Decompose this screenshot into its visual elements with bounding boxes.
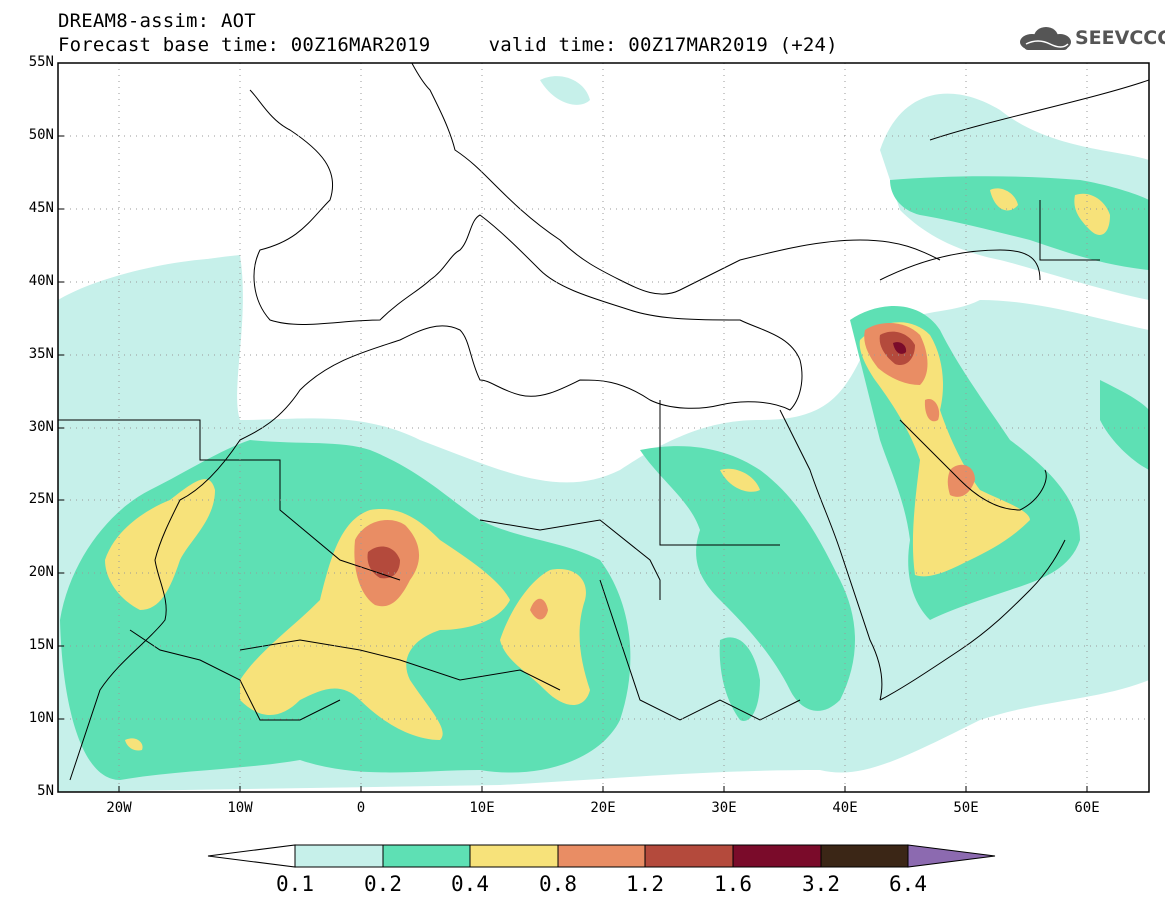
aot-band-0.4 [105,188,1110,751]
cloud-icon [1020,27,1071,50]
lon-label: 20E [590,800,616,816]
colorbar-label: 0.1 [276,872,314,896]
lat-label: 10N [28,710,54,726]
map-title: DREAM8-assim: AOT [58,10,256,32]
axis-ticks [58,62,1088,792]
map-frame [57,62,1150,793]
lat-label: 35N [28,346,54,362]
lat-label: 40N [28,273,54,289]
colorbar-label: 3.2 [802,872,840,896]
colorbar-segment [382,844,471,868]
lon-label: 30E [711,800,737,816]
colorbar-segment-below [207,844,296,868]
colorbar-label: 1.6 [714,872,752,896]
colorbar-segment [469,844,559,868]
colorbar-segment [732,844,822,868]
lon-label: 50E [953,800,979,816]
colorbar-segment [294,844,384,868]
lon-label: 60E [1074,800,1100,816]
logo-text: SEEVCCC [1075,27,1165,49]
coastlines [58,63,1149,781]
lat-label: 30N [28,419,54,435]
lat-label: 15N [28,637,54,653]
lon-label: 10W [227,800,253,816]
aot-shading [58,76,1149,792]
colorbar-label: 0.2 [364,872,402,896]
lat-label: 25N [28,491,54,507]
lat-label: 20N [28,564,54,580]
colorbar-segment [557,844,646,868]
lon-label: 0 [356,800,366,816]
lat-label: 55N [28,54,54,70]
lat-label: 50N [28,127,54,143]
colorbar-label: 0.8 [539,872,577,896]
colorbar[interactable] [207,844,996,868]
lon-label: 10E [469,800,495,816]
forecast-times: Forecast base time: 00Z16MAR2019 valid t… [58,34,838,56]
colorbar-label: 0.4 [451,872,489,896]
colorbar-label: 6.4 [889,872,927,896]
colorbar-label: 1.2 [626,872,664,896]
colorbar-segment [644,844,734,868]
colorbar-segment [820,844,909,868]
lat-label: 45N [28,200,54,216]
colorbar-segment-above [907,844,996,868]
lon-label: 20W [106,800,132,816]
lat-label: 5N [37,783,54,799]
aot-band-1.6 [893,342,907,354]
lon-label: 40E [832,800,858,816]
